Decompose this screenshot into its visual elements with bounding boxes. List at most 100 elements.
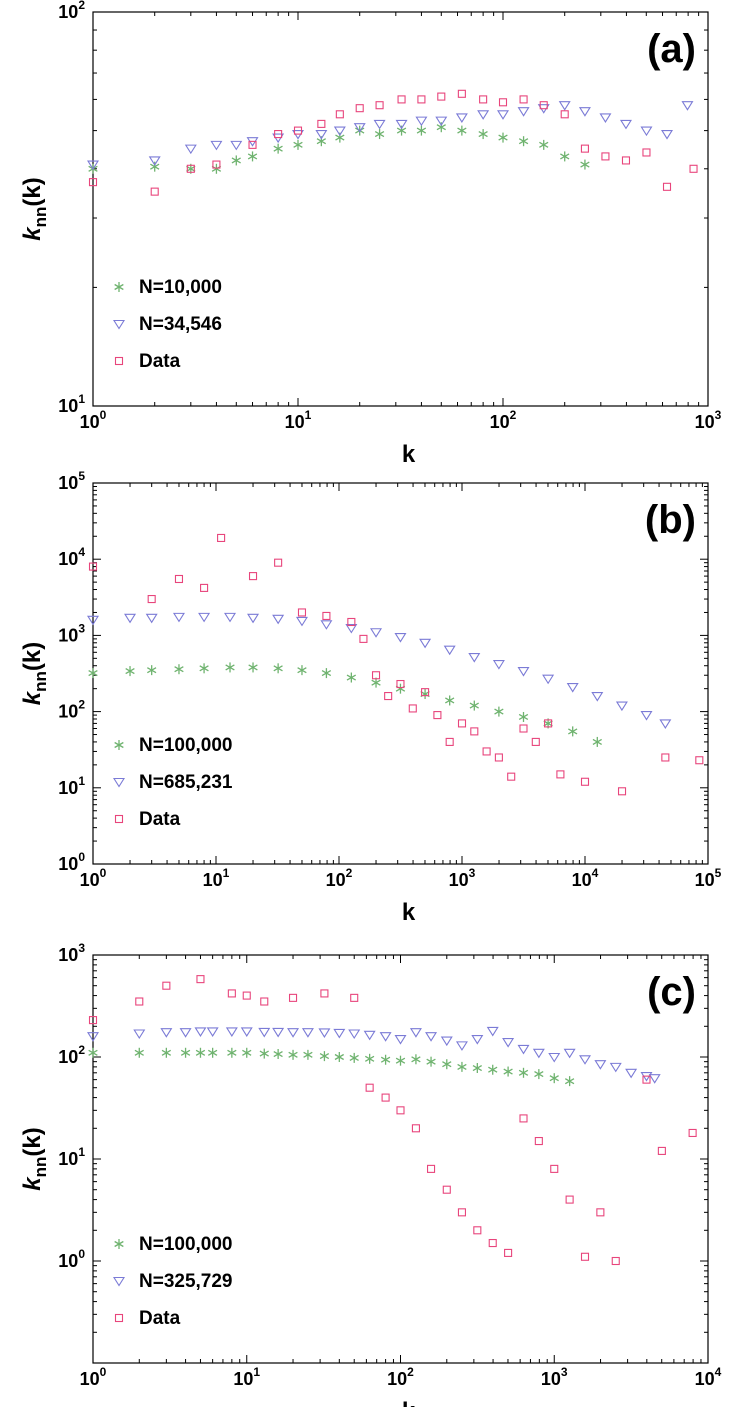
triangle-point	[258, 1027, 271, 1038]
triangle-point	[224, 612, 237, 623]
x-tick-label-base: 10	[490, 412, 510, 432]
star-point	[319, 1051, 330, 1062]
legend-marker-star-stroke	[114, 283, 124, 291]
star-point-stroke	[549, 1075, 559, 1082]
legend-marker-star	[114, 1239, 124, 1249]
y-tick-label-exponent: 3	[78, 941, 85, 955]
y-axis-title-sub: nn	[31, 1157, 50, 1178]
star-point	[442, 1059, 452, 1070]
y-tick-label-base: 10	[58, 1251, 78, 1271]
triangle-point	[333, 126, 346, 137]
star-point-stroke	[199, 665, 209, 672]
x-tick-label-exponent: 2	[510, 408, 517, 422]
star-point	[227, 1047, 237, 1058]
star-point	[247, 151, 258, 162]
square-point	[381, 1093, 390, 1102]
star-point	[396, 125, 407, 136]
star-point-stroke	[374, 130, 385, 138]
square-point	[661, 753, 670, 762]
star-point-stroke	[411, 1056, 421, 1063]
square-point	[322, 611, 331, 620]
square-point	[411, 1124, 420, 1133]
panel-b: 100 101 102 103 104 105100101102103104105kknn…	[19, 469, 722, 926]
x-tick-label-base: 10	[326, 870, 346, 890]
star-point-stroke	[150, 163, 160, 170]
triangle-point	[333, 1028, 346, 1039]
y-tick-label: 102	[58, 0, 85, 22]
star-point-stroke	[321, 670, 332, 677]
minor-ticks	[93, 955, 708, 1363]
y-tick-label-base: 10	[58, 945, 78, 965]
square-point	[248, 572, 258, 581]
square-point	[695, 756, 704, 765]
triangle-point	[148, 156, 161, 166]
star-point-stroke	[174, 666, 184, 673]
panel-c: 100101102103104100101102103kknn(k)(c)N=1…	[19, 941, 722, 1407]
square-point	[519, 724, 528, 733]
square-point	[274, 130, 283, 139]
star-point-stroke	[242, 1049, 252, 1056]
star-point-stroke	[334, 1053, 344, 1061]
star-point	[564, 1076, 575, 1087]
x-tick-label-base: 10	[80, 412, 100, 432]
square-point	[397, 95, 406, 104]
x-tick-label: 101	[233, 1365, 260, 1389]
star-point	[534, 1069, 544, 1080]
star-point-stroke	[436, 124, 446, 131]
square-point	[544, 719, 553, 728]
square-point	[534, 1136, 543, 1146]
legend-marker-star-stroke	[114, 1240, 124, 1248]
square-point	[217, 533, 226, 543]
star-point-stroke	[273, 1050, 283, 1058]
x-tick-label: 101	[203, 866, 230, 890]
triangle-point	[124, 613, 137, 624]
y-tick-label-exponent: 1	[78, 774, 85, 788]
square-point	[186, 164, 195, 173]
star-point-stroke	[225, 664, 235, 671]
series-star	[88, 1047, 575, 1087]
star-point-stroke	[380, 1056, 391, 1063]
star-point	[180, 1047, 191, 1058]
minor-ticks	[93, 12, 708, 406]
x-tick-label-exponent: 3	[715, 408, 722, 422]
square-point	[442, 1185, 451, 1194]
y-tick-label: 100	[58, 850, 85, 874]
y-tick-label: 104	[58, 545, 85, 569]
star-point	[445, 695, 455, 706]
star-point-stroke	[442, 1061, 452, 1068]
triangle-point	[345, 623, 358, 634]
x-tick-label-base: 10	[80, 870, 100, 890]
square-point	[248, 140, 257, 149]
square-point	[457, 1208, 466, 1217]
plot-frame	[92, 954, 709, 1364]
square-point	[408, 704, 417, 713]
y-tick-label-base: 10	[58, 473, 78, 493]
star-point	[207, 1047, 218, 1058]
square-point	[88, 562, 98, 571]
x-tick-label: 100	[80, 408, 107, 432]
star-point	[321, 668, 332, 679]
x-tick-label: 101	[285, 408, 312, 432]
legend-marker-triangle	[113, 777, 125, 788]
star-point	[457, 125, 467, 136]
star-point-stroke	[134, 1049, 144, 1056]
star-point-stroke	[426, 1058, 436, 1065]
square-point	[297, 608, 307, 617]
triangle-point	[87, 1032, 99, 1042]
star-point-stroke	[231, 157, 241, 164]
star-point-stroke	[518, 138, 529, 145]
triangle-point	[443, 645, 456, 656]
triangle-point	[517, 107, 530, 117]
square-point	[657, 1146, 666, 1155]
panel-a: 100 101 102 103101102kknn(k)(a)N=10,000N=34…	[19, 0, 722, 468]
star-point-stroke	[564, 1078, 575, 1085]
star-point-stroke	[395, 1057, 406, 1064]
star-point	[395, 1055, 406, 1066]
y-tick-label-exponent: 3	[78, 621, 85, 635]
square-point	[396, 1106, 405, 1115]
star-point	[580, 159, 590, 170]
square-point	[580, 1252, 590, 1261]
square-point	[482, 747, 491, 756]
x-tick-label: 103	[541, 1365, 568, 1389]
triangle-point	[455, 113, 468, 123]
